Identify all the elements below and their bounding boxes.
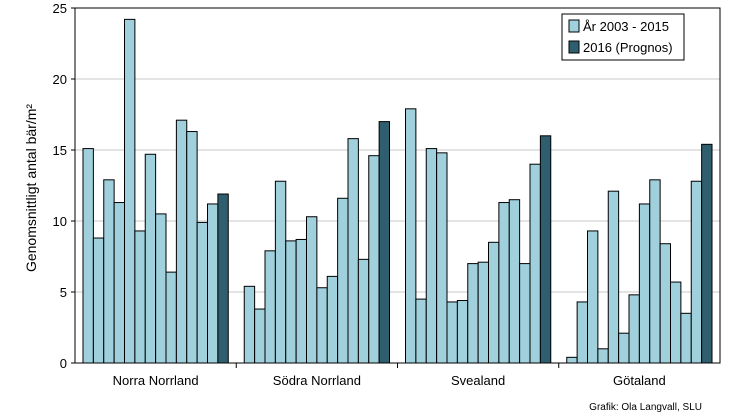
bar-historical bbox=[92, 237, 105, 364]
bar-historical bbox=[316, 287, 328, 364]
bar-prognos bbox=[539, 135, 552, 364]
bar-historical bbox=[285, 240, 297, 364]
x-category-label: Södra Norrland bbox=[273, 373, 361, 388]
bar-historical bbox=[456, 300, 469, 364]
bar-historical bbox=[165, 271, 177, 364]
bar-historical bbox=[103, 179, 115, 364]
y-tick-label: 10 bbox=[53, 214, 67, 229]
bar-historical bbox=[628, 294, 640, 364]
bar-historical bbox=[436, 152, 448, 364]
bar-historical bbox=[519, 263, 531, 364]
bar-historical bbox=[618, 332, 630, 364]
x-axis-labels: Norra Norrland Södra Norrland Svealand Göta… bbox=[113, 363, 666, 388]
bar-historical bbox=[306, 216, 318, 364]
bars bbox=[82, 18, 713, 364]
bar-historical bbox=[529, 163, 541, 364]
bar-historical bbox=[680, 312, 692, 364]
bar-historical bbox=[649, 179, 661, 364]
bar-historical bbox=[186, 131, 198, 364]
bar-historical bbox=[196, 221, 209, 364]
bar-historical bbox=[446, 301, 458, 364]
bar-historical bbox=[576, 301, 589, 364]
bar-historical bbox=[337, 197, 349, 364]
y-axis-ticks: 0 5 10 15 20 25 bbox=[53, 1, 75, 371]
bar-historical bbox=[207, 203, 219, 364]
bar-prognos bbox=[217, 193, 229, 364]
legend: År 2003 - 2015 2016 (Prognos) bbox=[561, 13, 685, 61]
bar-historical bbox=[670, 281, 682, 364]
bar-historical bbox=[124, 18, 136, 364]
y-tick-label: 25 bbox=[53, 1, 67, 16]
bar-historical bbox=[477, 261, 490, 364]
bar-historical bbox=[347, 138, 359, 364]
credit-text: Grafik: Ola Langvall, SLU bbox=[589, 402, 702, 413]
bar-historical bbox=[113, 202, 126, 364]
bar-historical bbox=[357, 258, 370, 364]
bar-historical bbox=[638, 203, 651, 364]
legend-label-prognos: 2016 (Prognos) bbox=[583, 40, 673, 55]
grid-lines bbox=[75, 78, 720, 293]
bar-historical bbox=[597, 348, 609, 364]
bar-historical bbox=[690, 180, 703, 364]
bar-prognos bbox=[701, 143, 713, 364]
x-category-label: Götaland bbox=[613, 373, 666, 388]
bar-historical bbox=[425, 148, 438, 364]
bar-historical bbox=[254, 308, 266, 364]
bar-historical bbox=[566, 356, 578, 364]
bar-historical bbox=[264, 250, 276, 364]
bar-historical bbox=[415, 298, 427, 364]
bar-historical bbox=[659, 243, 672, 364]
legend-frame bbox=[561, 13, 685, 61]
bar-historical bbox=[326, 275, 339, 364]
y-tick-label: 5 bbox=[60, 285, 67, 300]
bar-historical bbox=[498, 202, 510, 364]
bar-historical bbox=[82, 148, 94, 364]
x-category-label: Svealand bbox=[451, 373, 505, 388]
bar-historical bbox=[134, 230, 146, 364]
bar-historical bbox=[295, 238, 308, 364]
bar-historical bbox=[155, 213, 167, 364]
y-tick-label: 20 bbox=[53, 72, 67, 87]
x-category-label: Norra Norrland bbox=[113, 373, 199, 388]
bar-historical bbox=[607, 190, 620, 364]
y-tick-label: 0 bbox=[60, 356, 67, 371]
y-axis-title: Genomsnittligt antal bär/m² bbox=[23, 104, 39, 272]
bar-historical bbox=[274, 180, 287, 364]
bar-historical bbox=[368, 155, 380, 364]
bar-historical bbox=[144, 153, 157, 364]
bar-historical bbox=[175, 119, 188, 364]
legend-label-historical: År 2003 - 2015 bbox=[583, 19, 669, 34]
y-tick-label: 15 bbox=[53, 143, 67, 158]
bar-historical bbox=[243, 285, 256, 364]
bar-prognos bbox=[378, 121, 391, 364]
bar-historical bbox=[467, 263, 479, 364]
bar-historical bbox=[587, 230, 599, 364]
bar-historical bbox=[488, 241, 500, 364]
bar-historical bbox=[405, 108, 417, 364]
legend-swatch-historical bbox=[568, 19, 580, 33]
legend-swatch-prognos bbox=[568, 40, 580, 54]
bar-historical bbox=[508, 199, 521, 364]
